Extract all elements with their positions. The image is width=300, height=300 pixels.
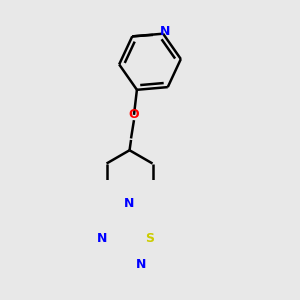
Text: O: O [129,108,139,122]
Text: S: S [146,232,154,244]
Text: N: N [97,232,107,244]
Text: N: N [160,25,171,38]
Text: N: N [124,197,135,210]
Text: N: N [136,258,146,271]
